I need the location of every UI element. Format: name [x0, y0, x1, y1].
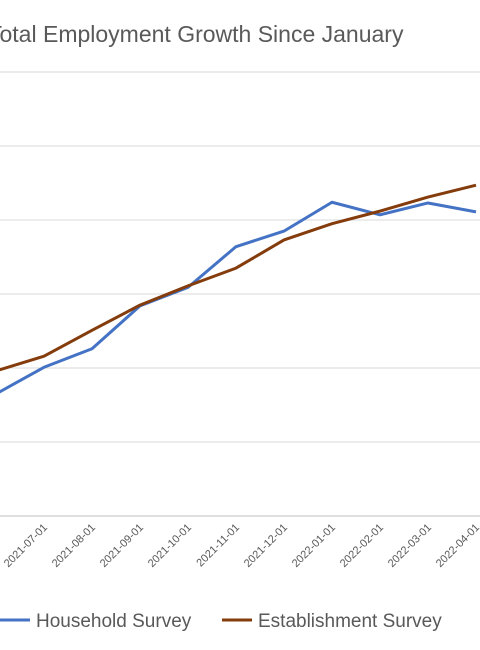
legend-label: Household Survey — [36, 611, 192, 632]
x-tick-label: 2022-01-01 — [290, 522, 338, 570]
x-tick-label: 2021-12-01 — [242, 522, 290, 570]
series-line — [0, 200, 477, 394]
x-tick-label: 2022-04-01 — [434, 522, 480, 570]
x-tick-label: 2021-08-01 — [50, 522, 98, 570]
x-tick-label: 2021-10-01 — [146, 522, 194, 570]
series-line — [0, 183, 477, 372]
x-tick-label: 2022-02-01 — [338, 522, 386, 570]
x-tick-label: 2021-07-01 — [2, 522, 50, 570]
x-tick-label: 2021-09-01 — [98, 522, 146, 570]
x-tick-label: 2021-11-01 — [194, 522, 242, 570]
legend-label: Establishment Survey — [258, 611, 442, 632]
x-tick-label: 2022-03-01 — [386, 522, 434, 570]
chart-title: Total Employment Growth Since January — [0, 21, 404, 47]
